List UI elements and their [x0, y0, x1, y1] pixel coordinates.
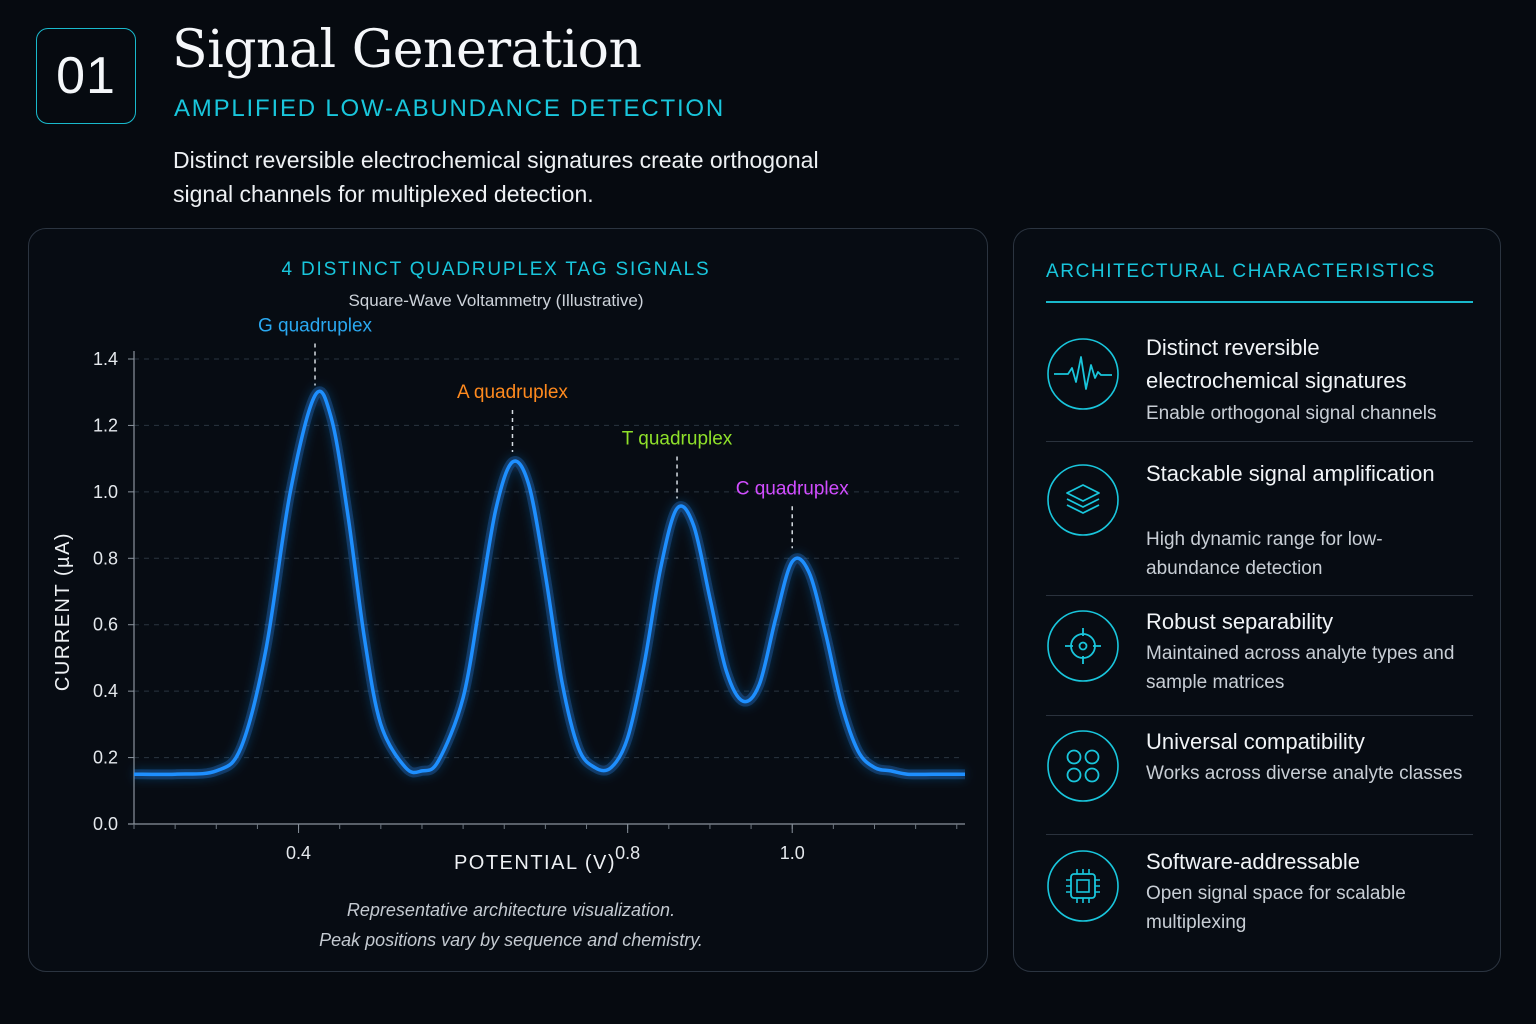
- page-description: Distinct reversible electrochemical sign…: [173, 147, 819, 207]
- feature-desc: Maintained across analyte types and samp…: [1146, 643, 1455, 693]
- y-tick-label: 0.6: [93, 615, 118, 635]
- y-tick-label: 1.2: [93, 415, 118, 435]
- divider: [1046, 834, 1473, 835]
- divider: [1046, 715, 1473, 716]
- peak-label: G quadruplex: [258, 316, 373, 337]
- heading-rule: [1046, 301, 1473, 303]
- y-tick-label: 1.0: [93, 482, 118, 502]
- y-tick-label: 0.2: [93, 748, 118, 768]
- feature-item-compatibility: Universal compatibility Works across div…: [1046, 729, 1473, 839]
- divider: [1046, 441, 1473, 442]
- x-tick-label: 0.4: [286, 843, 311, 863]
- feature-desc: Works across diverse analyte classes: [1146, 763, 1463, 784]
- x-tick-label: 0.8: [615, 843, 640, 863]
- feature-title: Software-addressable: [1146, 849, 1361, 874]
- feature-item-signatures: Distinct reversible electrochemical sign…: [1046, 335, 1473, 445]
- feature-item-software: Software-addressable Open signal space f…: [1046, 849, 1473, 959]
- feature-desc: Enable orthogonal signal channels: [1146, 403, 1437, 424]
- grid-circles-icon: [1047, 730, 1119, 802]
- feature-title: Universal compatibility: [1146, 729, 1365, 754]
- characteristics-heading: ARCHITECTURAL CHARACTERISTICS: [1046, 261, 1436, 282]
- voltammogram-line: [133, 389, 965, 777]
- layers-icon: [1047, 464, 1119, 536]
- series-glow: [133, 386, 965, 780]
- feature-title: Stackable signal amplification: [1146, 461, 1435, 486]
- chart-panel: 4 DISTINCT QUADRUPLEX TAG SIGNALS Square…: [28, 228, 988, 972]
- feature-desc: High dynamic range for low-abundance det…: [1146, 529, 1383, 579]
- feature-item-amplification: Stackable signal amplification High dyna…: [1046, 461, 1473, 601]
- section-number-badge: 01: [36, 28, 136, 124]
- y-tick-label: 0.0: [93, 814, 118, 834]
- x-tick-label: 1.0: [780, 843, 805, 863]
- page-subtitle: AMPLIFIED LOW-ABUNDANCE DETECTION: [174, 95, 726, 122]
- chart-subtitle: Square-Wave Voltammetry (Illustrative): [348, 291, 644, 310]
- voltammetry-chart: 0.0 0.2 0.4 0.6 0.8 1.0 1.2 1.4 0.4 0.8 1.0 POTENTI…: [52, 316, 965, 874]
- y-tick-label: 0.8: [93, 548, 118, 568]
- divider: [1046, 595, 1473, 596]
- peak-label: A quadruplex: [457, 382, 568, 403]
- chart-note-line-1: Representative architecture visualizatio…: [346, 900, 676, 920]
- feature-title: Distinct reversible electrochemical sign…: [1146, 335, 1407, 393]
- page-title: Signal Generation: [172, 20, 642, 80]
- feature-item-separability: Robust separability Maintained across an…: [1046, 609, 1473, 719]
- peak-label: C quadruplex: [736, 478, 850, 499]
- characteristics-panel: ARCHITECTURAL CHARACTERISTICS Distinct r…: [1013, 228, 1501, 972]
- chart-title: 4 DISTINCT QUADRUPLEX TAG SIGNALS: [281, 259, 711, 280]
- y-tick-label: 0.4: [93, 681, 118, 701]
- peak-label: T quadruplex: [622, 428, 733, 449]
- y-axis-label: CURRENT (µA): [52, 532, 74, 691]
- waveform-icon: [1047, 338, 1119, 410]
- chart-note-line-2: Peak positions vary by sequence and chem…: [319, 930, 703, 950]
- x-axis-label: POTENTIAL (V): [454, 852, 616, 874]
- feature-title: Robust separability: [1146, 609, 1334, 634]
- feature-desc: Open signal space for scalable multiplex…: [1146, 883, 1406, 933]
- chip-icon: [1047, 850, 1119, 922]
- y-tick-label: 1.4: [93, 349, 118, 369]
- target-icon: [1047, 610, 1119, 682]
- chart-note: Representative architecture visualizatio…: [29, 895, 993, 955]
